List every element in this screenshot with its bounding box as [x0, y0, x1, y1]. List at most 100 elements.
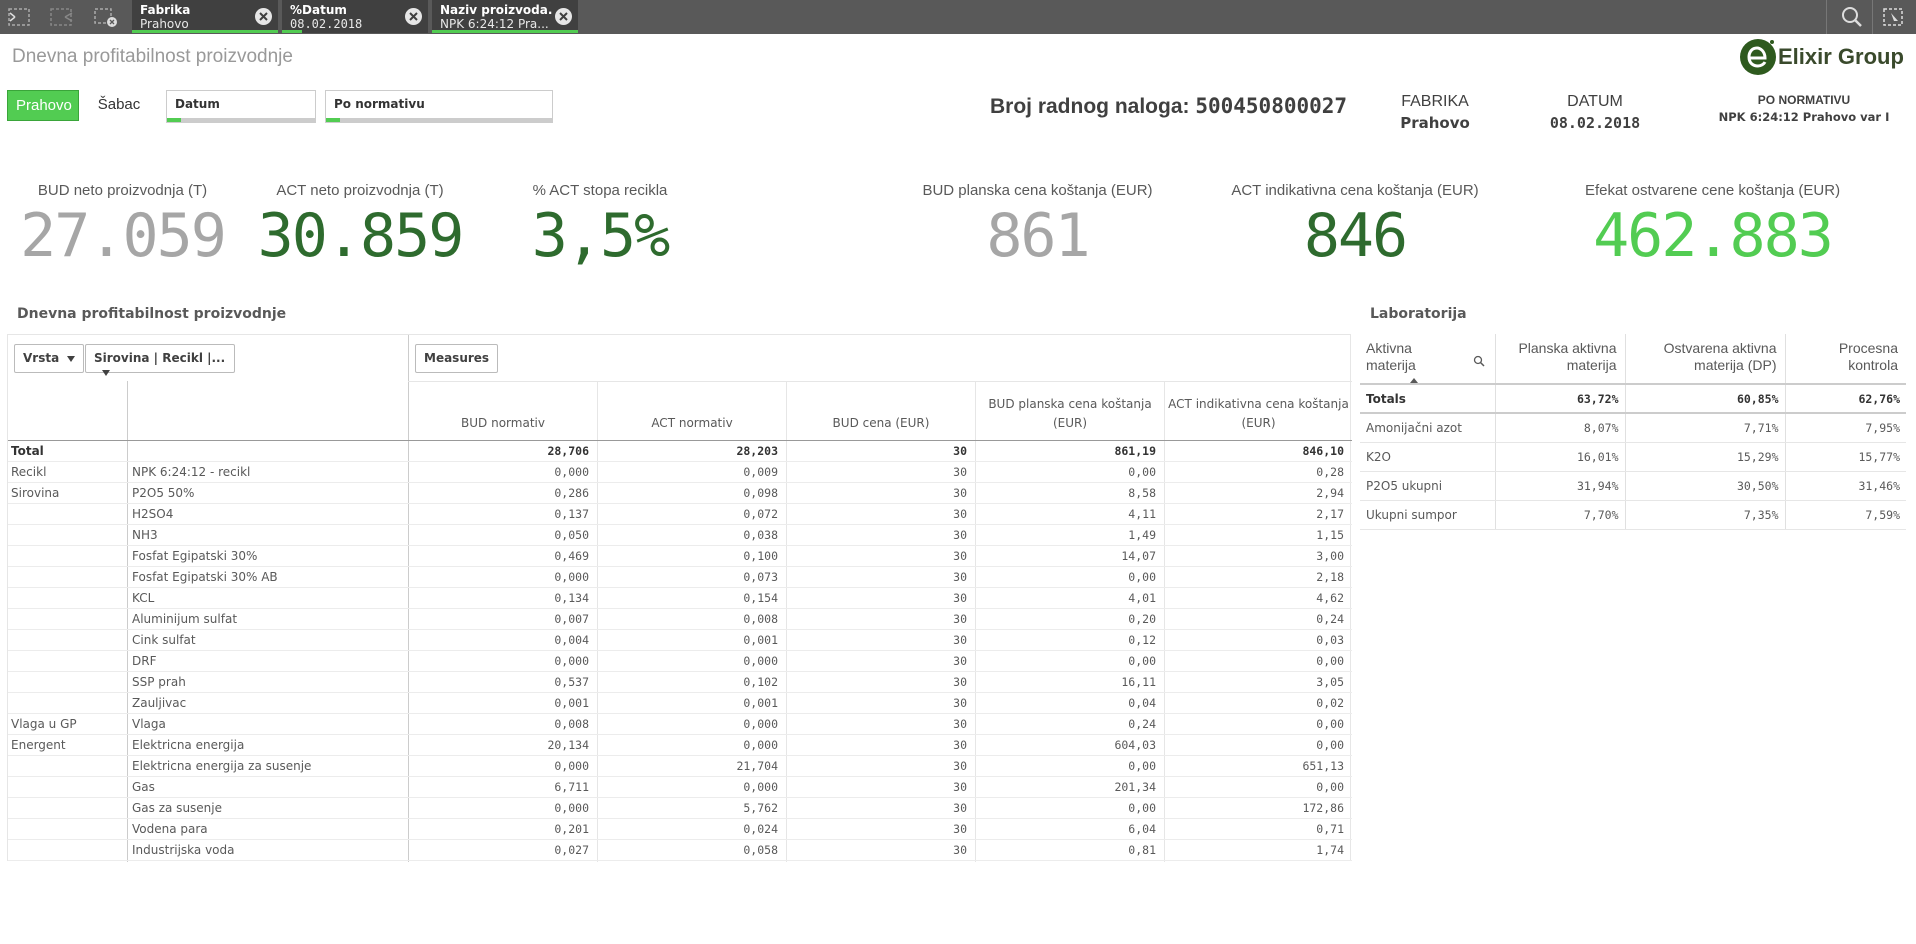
lab-row[interactable]: K2O 16,01% 15,29% 15,77% [1360, 442, 1906, 472]
table-row[interactable]: Recikl NPK 6:24:12 - recikl 0,000 0,009 30 0,… [8, 462, 1352, 483]
selection-chip-naziv-proizvoda[interactable]: Naziv proizvoda... NPK 6:24:12 Pra... [432, 0, 578, 33]
row-dimension-vrsta[interactable]: Energent [11, 738, 66, 752]
table-row[interactable]: Industrijska voda 0,027 0,058 30 0,81 1,74 [8, 840, 1352, 861]
lab-header-ostvarena[interactable]: Ostvarena aktivna materija (DP) [1625, 334, 1786, 385]
table-row[interactable]: Vodena para 0,201 0,024 30 6,04 0,71 [8, 819, 1352, 840]
filter-po-normativu[interactable]: Po normativu [325, 90, 553, 123]
row-dimension-vrsta[interactable]: Vlaga u GP [11, 717, 77, 731]
row-dimension-vrsta[interactable]: Sirovina [11, 486, 60, 500]
table-row[interactable]: SSP prah 0,537 0,102 30 16,11 3,05 [8, 672, 1352, 693]
measure-header[interactable]: ACT indikativna cena koštanja (EUR) [1168, 397, 1349, 430]
row-dimension-sirovina[interactable]: H2SO4 [132, 507, 174, 521]
table-row[interactable]: KCL 0,134 0,154 30 4,01 4,62 [8, 588, 1352, 609]
cell-value: 172,86 [1302, 801, 1344, 815]
row-dimension-sirovina[interactable]: Vodena para [132, 822, 208, 836]
row-dimension-sirovina[interactable]: Gas [132, 780, 155, 794]
row-dimension-sirovina[interactable]: P2O5 50% [132, 486, 195, 500]
kpi-act-neto-proizvodnja[interactable]: ACT neto proizvodnja (T) 30.859 [255, 182, 465, 271]
selections-tool-icon[interactable] [1880, 5, 1908, 29]
table-row[interactable]: Gas za susenje 0,000 5,762 30 0,00 172,86 [8, 798, 1352, 819]
kpi-act-indikativna-cena[interactable]: ACT indikativna cena koštanja (EUR) 846 [1215, 182, 1495, 271]
table-row[interactable]: Cink sulfat 0,004 0,001 30 0,12 0,03 [8, 630, 1352, 651]
factory-button-sabac[interactable]: Šabac [97, 96, 141, 113]
cell-value: 1,15 [1316, 528, 1344, 542]
close-icon[interactable] [555, 8, 572, 25]
measure-header[interactable]: BUD planska cena koštanja (EUR) [988, 397, 1152, 430]
kpi-act-stopa-recikla[interactable]: % ACT stopa recikla 3,5% [505, 182, 695, 271]
factory-button-prahovo[interactable]: Prahovo [7, 90, 79, 121]
row-dimension-sirovina[interactable]: Fosfat Egipatski 30% [132, 549, 258, 563]
dimension-vrsta-button[interactable]: Vrsta [14, 344, 85, 373]
table-row[interactable]: Elektricna energija za susenje 0,000 21,70… [8, 756, 1352, 777]
close-icon[interactable] [405, 8, 422, 25]
step-forward-icon[interactable] [48, 5, 76, 29]
row-dimension-sirovina[interactable]: Gas za susenje [132, 801, 222, 815]
pivot-table[interactable]: Vrsta Sirovina | Recikl |... Measures BU… [7, 334, 1352, 862]
lab-row[interactable]: Amonijačni azot 8,07% 7,71% 7,95% [1360, 413, 1906, 443]
cell-value: 0,00 [1316, 717, 1344, 731]
divider [408, 381, 1352, 382]
row-dimension-sirovina[interactable]: NH3 [132, 528, 158, 542]
row-dimension-sirovina[interactable]: DRF [132, 654, 157, 668]
cell-value: 0,000 [554, 465, 589, 479]
kpi-value: 846 [1303, 201, 1408, 271]
cell-value: 0,201 [554, 822, 589, 836]
table-row[interactable]: Aluminijum sulfat 0,007 0,008 30 0,20 0,24 [8, 609, 1352, 630]
table-row[interactable]: Vlaga u GP Vlaga 0,008 0,000 30 0,24 0,00 [8, 714, 1352, 735]
row-dimension-sirovina[interactable]: Fosfat Egipatski 30% AB [132, 570, 278, 584]
row-dimension-sirovina[interactable]: Aluminijum sulfat [132, 612, 238, 626]
selection-value: NPK 6:24:12 Pra... [440, 17, 549, 31]
measures-button[interactable]: Measures [415, 344, 499, 373]
row-dimension-sirovina[interactable]: Elektricna energija za susenje [132, 759, 312, 773]
search-icon[interactable] [1838, 5, 1866, 29]
cell-value: 30 [953, 570, 967, 584]
lab-row[interactable]: P2O5 ukupni 31,94% 30,50% 31,46% [1360, 471, 1906, 501]
selection-chip-fabrika[interactable]: Fabrika Prahovo [132, 0, 278, 33]
table-row[interactable]: DRF 0,000 0,000 30 0,00 0,00 [8, 651, 1352, 672]
selection-value: 08.02.2018 [290, 17, 363, 31]
cell-value: 604,03 [1114, 738, 1156, 752]
row-dimension-sirovina[interactable]: Zauljivac [132, 696, 187, 710]
row-dimension-sirovina[interactable]: SSP prah [132, 675, 186, 689]
table-row[interactable]: Energent Elektricna energija 20,134 0,000 30… [8, 735, 1352, 756]
lab-table[interactable]: Aktivna materija Planska aktivna materij… [1360, 334, 1906, 530]
row-dimension-sirovina[interactable]: Cink sulfat [132, 633, 196, 647]
kpi-label: Efekat ostvarene cene koštanja (EUR) [1584, 182, 1841, 199]
table-row[interactable]: NH3 0,050 0,038 30 1,49 1,15 [8, 525, 1352, 546]
row-dimension-sirovina[interactable]: KCL [132, 591, 155, 605]
clear-selections-icon[interactable] [92, 5, 120, 29]
kpi-bud-planska-cena[interactable]: BUD planska cena koštanja (EUR) 861 [915, 182, 1160, 271]
lab-header-aktivna-materija[interactable]: Aktivna materija [1360, 334, 1496, 385]
row-dimension-vrsta[interactable]: Total [11, 444, 44, 458]
table-row[interactable]: Zauljivac 0,001 0,001 30 0,04 0,02 [8, 693, 1352, 714]
table-total-row[interactable]: Total 28,706 28,203 30 861,19 846,10 [8, 441, 1352, 462]
search-icon[interactable] [1473, 354, 1485, 371]
table-row[interactable]: Fosfat Egipatski 30% 0,469 0,100 30 14,07 3,0… [8, 546, 1352, 567]
kpi-label: BUD neto proizvodnja (T) [37, 182, 208, 199]
row-dimension-sirovina[interactable]: NPK 6:24:12 - recikl [132, 465, 251, 479]
measure-header[interactable]: ACT normativ [651, 416, 733, 430]
close-icon[interactable] [255, 8, 272, 25]
table-row[interactable]: Fosfat Egipatski 30% AB 0,000 0,073 30 0,00 2… [8, 567, 1352, 588]
filter-datum[interactable]: Datum [166, 90, 316, 123]
measure-header[interactable]: BUD cena (EUR) [832, 416, 930, 430]
step-back-icon[interactable] [6, 5, 34, 29]
row-dimension-sirovina[interactable]: Vlaga [132, 717, 166, 731]
selection-chip-datum[interactable]: %Datum 08.02.2018 [282, 0, 428, 33]
table-row[interactable]: Gas 6,711 0,000 30 201,34 0,00 [8, 777, 1352, 798]
kpi-efekat-cene[interactable]: Efekat ostvarene cene koštanja (EUR) 462… [1565, 182, 1860, 271]
cell-value: 0,000 [743, 654, 778, 668]
table-row[interactable]: H2SO4 0,137 0,072 30 4,11 2,17 [8, 504, 1352, 525]
cell-value: 3,05 [1316, 675, 1344, 689]
row-dimension-vrsta[interactable]: Recikl [11, 465, 47, 479]
kpi-bud-neto-proizvodnja[interactable]: BUD neto proizvodnja (T) 27.059 [20, 182, 227, 271]
row-dimension-sirovina[interactable]: Industrijska voda [132, 843, 235, 857]
dimension-sirovina-button[interactable]: Sirovina | Recikl |... [85, 344, 235, 376]
table-row[interactable]: Sirovina P2O5 50% 0,286 0,098 30 8,58 2,94 [8, 483, 1352, 504]
row-dimension-sirovina[interactable]: Elektricna energija [132, 738, 245, 752]
lab-header-planska[interactable]: Planska aktivna materija [1495, 334, 1626, 385]
measure-header[interactable]: BUD normativ [461, 416, 545, 430]
cell-value: 0,28 [1316, 465, 1344, 479]
lab-row[interactable]: Ukupni sumpor 7,70% 7,35% 7,59% [1360, 500, 1906, 530]
lab-header-procesna[interactable]: Procesna kontrola [1785, 334, 1906, 385]
